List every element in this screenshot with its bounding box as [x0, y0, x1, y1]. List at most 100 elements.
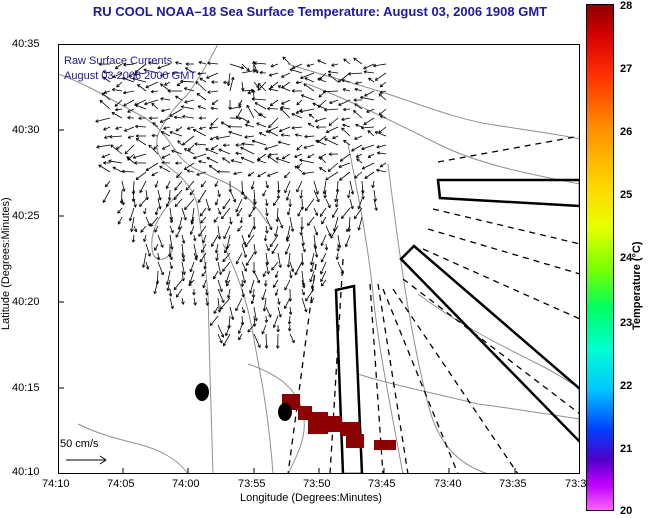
- current-vector-head: [354, 177, 358, 179]
- current-vector-head: [314, 121, 318, 123]
- current-vector: [284, 297, 291, 309]
- current-vector-head: [310, 269, 314, 273]
- current-vector-head: [238, 103, 242, 106]
- current-vector: [151, 171, 159, 177]
- current-vector-head: [238, 117, 242, 120]
- current-vector-head: [267, 106, 271, 109]
- polygon-upper: [436, 178, 580, 208]
- current-vector: [181, 234, 185, 244]
- current-vector: [301, 252, 303, 266]
- current-vector-head: [102, 76, 105, 80]
- current-vector-head: [374, 77, 377, 81]
- current-vector-head: [143, 68, 147, 70]
- current-vector: [335, 189, 339, 202]
- current-vector: [241, 315, 244, 326]
- current-vector-head: [235, 308, 239, 312]
- current-vector-head: [217, 309, 220, 313]
- colorbar-tick: 24: [620, 252, 633, 264]
- current-vector-head: [163, 128, 167, 130]
- current-vector-head: [265, 129, 269, 133]
- current-vector: [159, 165, 171, 173]
- current-vector: [145, 261, 149, 270]
- current-vector-head: [114, 103, 117, 107]
- current-vector-head: [184, 271, 186, 275]
- current-vector-head: [170, 306, 174, 310]
- current-vector-head: [209, 137, 213, 140]
- current-vector-head: [378, 93, 381, 97]
- current-vector: [169, 189, 171, 201]
- current-vector-head: [295, 110, 298, 114]
- current-vector: [181, 261, 185, 275]
- current-vector-head: [337, 79, 340, 83]
- current-vector-head: [241, 294, 244, 298]
- current-vector-head: [240, 157, 244, 161]
- current-vector: [181, 243, 184, 259]
- current-vector-head: [361, 196, 364, 200]
- current-vector-head: [310, 268, 312, 272]
- current-vector-head: [304, 309, 307, 313]
- current-vector-head: [103, 162, 107, 165]
- current-vector: [277, 306, 282, 318]
- current-vector: [238, 333, 243, 341]
- current-vector-head: [161, 160, 165, 163]
- current-vector-head: [263, 238, 266, 242]
- current-vector-head: [168, 254, 171, 258]
- current-vector-head: [263, 274, 266, 278]
- current-vector-head: [268, 124, 270, 128]
- current-vector-head: [219, 340, 223, 344]
- current-vector-head: [149, 116, 152, 119]
- current-vector: [374, 72, 387, 81]
- current-vector-head: [329, 100, 332, 104]
- current-vector-head: [362, 190, 365, 194]
- current-vector-head: [148, 61, 152, 63]
- current-vector-head: [143, 69, 147, 72]
- current-vector: [333, 216, 339, 232]
- bathymetry-contour: [417, 293, 580, 390]
- current-vector: [151, 103, 159, 110]
- current-vector: [324, 138, 339, 146]
- current-vector-head: [222, 143, 226, 146]
- current-vector-head: [135, 135, 139, 138]
- current-vector-head: [158, 206, 161, 210]
- current-vector: [313, 180, 319, 195]
- current-vector-head: [280, 107, 284, 110]
- current-vector-head: [348, 73, 352, 76]
- current-vector-head: [159, 119, 163, 123]
- current-vector-head: [115, 128, 119, 130]
- x-tick-label: 73:45: [368, 478, 396, 490]
- current-vector-head: [324, 109, 328, 112]
- current-vector: [150, 216, 159, 227]
- current-vector-head: [151, 172, 154, 176]
- current-vector: [267, 171, 279, 177]
- current-vector-head: [379, 164, 382, 168]
- current-vector-head: [181, 240, 185, 244]
- current-vector: [178, 216, 183, 230]
- current-vector: [264, 144, 279, 150]
- current-vector-head: [190, 219, 193, 223]
- current-vector: [256, 159, 267, 164]
- current-vector-head: [286, 239, 290, 242]
- current-vector: [265, 243, 270, 251]
- current-vector-head: [379, 114, 383, 116]
- current-vector-head: [164, 82, 167, 86]
- current-vector: [169, 207, 172, 221]
- current-vector: [286, 225, 291, 240]
- current-vector-head: [242, 283, 245, 287]
- current-vector-head: [178, 227, 182, 230]
- current-vector: [222, 157, 231, 164]
- current-vector-head: [357, 227, 359, 231]
- current-vector-head: [238, 105, 242, 109]
- current-vector-head: [354, 87, 358, 90]
- current-vector-head: [358, 206, 361, 210]
- current-vector: [261, 324, 267, 335]
- current-vector-head: [354, 136, 357, 140]
- current-vector-head: [265, 185, 269, 189]
- current-vector-head: [151, 133, 155, 136]
- current-vector: [241, 279, 243, 287]
- current-vector-head: [314, 254, 318, 258]
- current-vector-head: [303, 292, 306, 296]
- current-vector-head: [219, 306, 222, 310]
- current-vector: [358, 216, 363, 231]
- current-vector-head: [361, 146, 364, 150]
- current-vector-head: [276, 219, 280, 223]
